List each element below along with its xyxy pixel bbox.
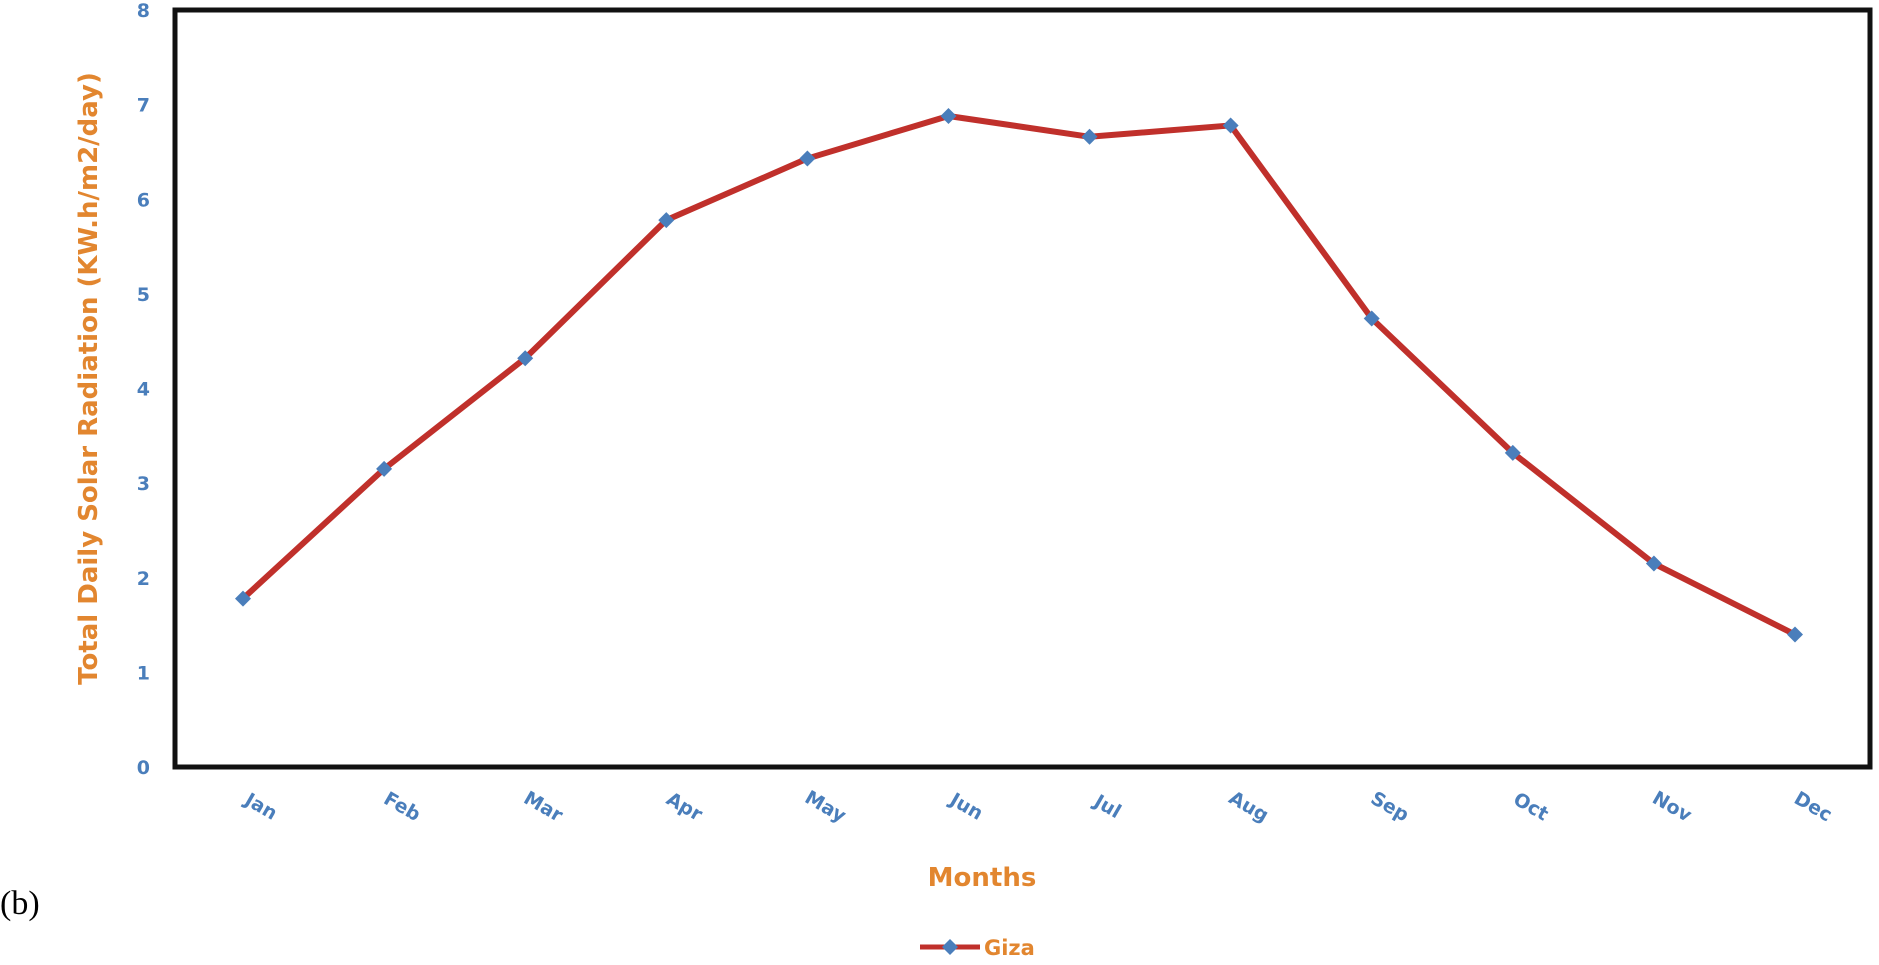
x-tick-label: May: [801, 786, 850, 827]
x-tick-label: Mar: [520, 787, 567, 827]
panel-label: (b): [0, 885, 40, 922]
y-axis-title: Total Daily Solar Radiation (KW.h/m2/day…: [74, 72, 104, 685]
y-tick-label: 2: [137, 568, 150, 590]
x-tick-label: Jul: [1089, 790, 1125, 824]
x-tick-label: Jun: [944, 788, 986, 825]
x-tick-labels: Jan Feb Mar Apr May Jun Jul Aug Sep Oct Nov Dec: [239, 786, 1835, 827]
x-tick-label: Sep: [1367, 787, 1413, 826]
x-tick-label: Dec: [1790, 787, 1836, 826]
legend-marker-swatch: [942, 939, 958, 955]
data-point-marker: [658, 212, 675, 229]
legend: Giza: [920, 936, 1035, 960]
y-tick-label: 4: [137, 379, 150, 401]
data-point-marker: [376, 460, 393, 477]
data-point-marker: [517, 350, 534, 367]
legend-label: Giza: [984, 936, 1035, 960]
x-tick-label: Feb: [380, 788, 425, 826]
x-tick-label: Aug: [1225, 787, 1272, 827]
data-point-marker: [1645, 555, 1662, 572]
y-tick-label: 0: [137, 757, 150, 779]
y-tick-label: 5: [137, 284, 150, 306]
x-tick-label: Nov: [1649, 787, 1696, 827]
data-point-marker: [235, 590, 251, 607]
plot-frame: [172, 7, 1873, 770]
x-tick-label: Oct: [1510, 788, 1553, 825]
data-point-marker: [1081, 128, 1098, 145]
x-axis-title: Months: [928, 863, 1037, 893]
data-point-marker: [1504, 444, 1521, 461]
y-tick-labels: 0 1 2 3 4 5 6 7 8: [137, 0, 150, 779]
data-point-marker: [799, 150, 816, 167]
y-tick-label: 8: [137, 0, 150, 22]
data-point-marker: [1222, 117, 1239, 134]
y-tick-label: 1: [137, 662, 150, 684]
y-tick-label: 7: [137, 95, 150, 117]
x-tick-label: Apr: [662, 788, 706, 826]
x-tick-label: Jan: [239, 788, 281, 825]
data-point-marker: [1363, 310, 1380, 327]
series-line: [240, 112, 1797, 638]
series-layer: [235, 107, 1803, 643]
y-tick-label: 6: [137, 189, 150, 211]
data-point-marker: [1787, 626, 1803, 643]
y-tick-label: 3: [137, 473, 150, 495]
data-point-marker: [940, 107, 957, 124]
